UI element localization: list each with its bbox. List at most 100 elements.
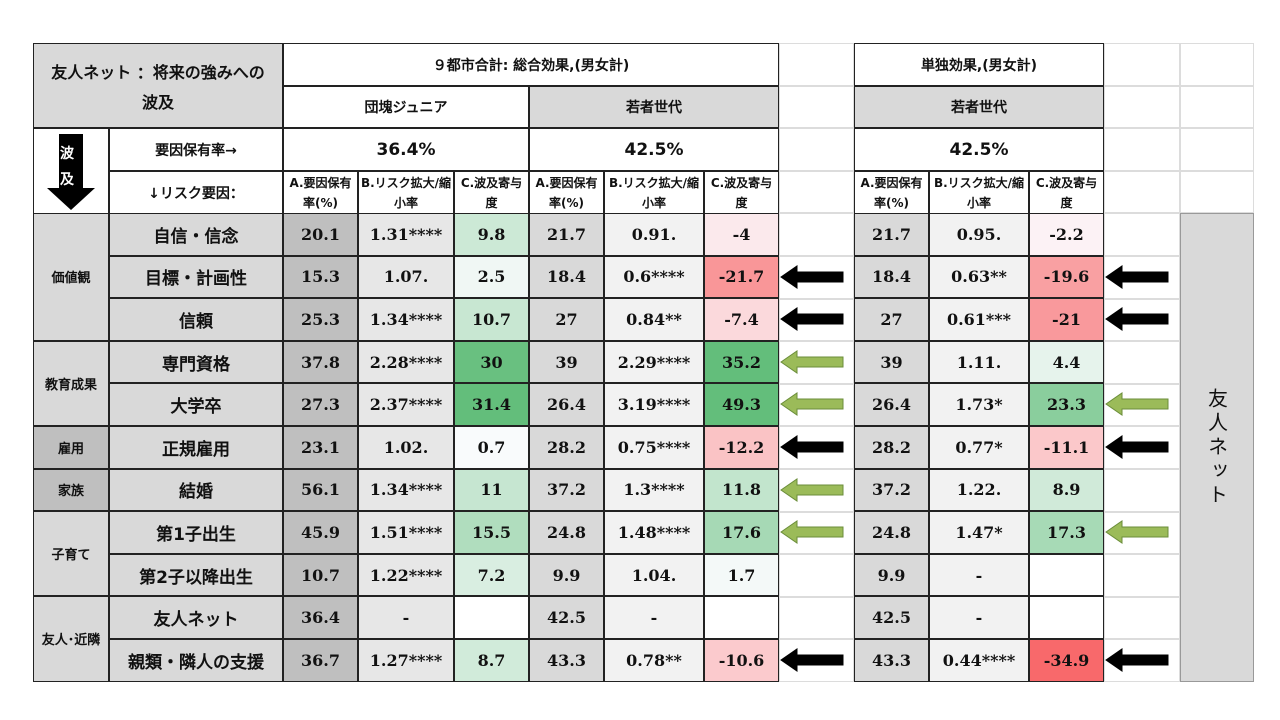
col-header-j-c: C.波及寄与度: [454, 171, 529, 214]
cell-j_a: 15.3: [283, 255, 358, 299]
cell-s_a: 9.9: [854, 553, 929, 597]
cell-s_c: -2.2: [1029, 213, 1104, 256]
cell-j_b: 1.07.: [358, 255, 454, 299]
young-header: 若者世代: [529, 86, 779, 128]
cell-y_b: 0.75****: [604, 426, 704, 469]
cell-j_b: 1.34****: [358, 298, 454, 341]
group-label-text: 教育成果: [44, 377, 97, 393]
cell-y_c: -12.2: [704, 426, 779, 469]
junior-rate: 36.4%: [283, 128, 529, 171]
right-vertical-label: 友人ネット: [1180, 213, 1254, 682]
factor-name: 正規雇用: [109, 426, 283, 469]
cell-y_b: 1.3****: [604, 468, 704, 512]
grid-cell: [779, 554, 854, 597]
grid-cell: [1180, 85, 1254, 129]
col-header-text-y-b: B.リスク拡大/縮小率: [608, 175, 700, 210]
cell-j_b: 2.37****: [358, 383, 454, 426]
cell-s_b: 1.11.: [929, 340, 1029, 384]
left-arrow-icon-black: [1105, 648, 1169, 672]
grid-cell: [1104, 213, 1180, 256]
col-header-text-y-c: C.波及寄与度: [710, 175, 773, 210]
cell-s_a: 37.2: [854, 468, 929, 512]
cell-j_a: 36.7: [283, 639, 358, 682]
left-arrow-icon-green: [780, 477, 844, 502]
cell-s_a: 24.8: [854, 511, 929, 554]
cell-j_a: 45.9: [283, 511, 358, 554]
cell-j_b: 1.51****: [358, 511, 454, 554]
group-label-text: 友人･近隣: [41, 633, 101, 649]
factor-name: 友人ネット: [109, 596, 283, 639]
cell-s_b: 0.63**: [929, 255, 1029, 299]
group-label-text: 家族: [57, 484, 84, 500]
cell-j_c: 8.7: [454, 639, 529, 682]
title-text: 友人ネット ：将来の強みへの波及: [51, 63, 265, 112]
cell-y_b: 1.48****: [604, 511, 704, 554]
col-header-y-c: C.波及寄与度: [704, 171, 779, 214]
grid-cell: [779, 85, 854, 129]
cell-j_a: 10.7: [283, 553, 358, 597]
cell-y_a: 43.3: [529, 639, 604, 682]
cell-j_c: [454, 596, 529, 639]
cell-j_c: 7.2: [454, 553, 529, 597]
factor-name: 自信・信念: [109, 213, 283, 256]
young-single-rate: 42.5%: [854, 128, 1104, 171]
col-header-text-s-c: C.波及寄与度: [1035, 175, 1098, 210]
grid-cell: [779, 426, 854, 469]
propagation-char-2: 及: [60, 172, 74, 188]
cell-s_b: 0.61***: [929, 298, 1029, 341]
left-arrow-icon-green: [780, 349, 844, 374]
cell-s_c: -21: [1029, 298, 1104, 341]
junior-header: 団塊ジュニア: [283, 86, 529, 128]
total-effect-header: ９都市合計: 総合効果,(男女計): [283, 43, 779, 86]
cell-s_a: 42.5: [854, 596, 929, 639]
cell-s_c: 23.3: [1029, 383, 1104, 426]
grid-cell: [1104, 469, 1180, 512]
cell-y_a: 28.2: [529, 426, 604, 469]
col-header-s-a: A.要因保有率(%): [854, 171, 929, 214]
cell-s_c: -11.1: [1029, 426, 1104, 469]
cell-j_b: 1.02.: [358, 426, 454, 469]
factor-name: 専門資格: [109, 340, 283, 384]
cell-j_a: 27.3: [283, 383, 358, 426]
col-header-y-a: A.要因保有率(%): [529, 171, 604, 214]
cell-y_a: 26.4: [529, 383, 604, 426]
cell-s_a: 18.4: [854, 255, 929, 299]
grid-cell: [779, 256, 854, 299]
group-label-0: 価値観: [33, 213, 109, 341]
cell-j_b: 1.27****: [358, 639, 454, 682]
grid-cell: [1180, 43, 1254, 86]
grid-cell: [1104, 426, 1180, 469]
cell-y_a: 9.9: [529, 553, 604, 597]
cell-j_a: 25.3: [283, 298, 358, 341]
cell-j_c: 11: [454, 468, 529, 512]
cell-y_a: 39: [529, 340, 604, 384]
group-label-5: 友人･近隣: [33, 596, 109, 682]
left-arrow-icon-green: [780, 520, 844, 545]
grid-cell: [1180, 170, 1254, 214]
cell-y_c: 1.7: [704, 553, 779, 597]
cell-s_a: 27: [854, 298, 929, 341]
factor-name: 大学卒: [109, 383, 283, 426]
cell-s_a: 43.3: [854, 639, 929, 682]
grid-cell: [779, 383, 854, 427]
col-header-text-j-b: B.リスク拡大/縮小率: [360, 175, 452, 210]
grid-cell: [1104, 383, 1180, 427]
col-header-text-j-a: A.要因保有率(%): [289, 175, 352, 210]
cell-s_b: 1.22.: [929, 468, 1029, 512]
factor-name: 結婚: [109, 468, 283, 512]
group-label-1: 教育成果: [33, 340, 109, 426]
cell-j_a: 36.4: [283, 596, 358, 639]
grid-cell: [1104, 341, 1180, 384]
left-arrow-icon-black: [1105, 307, 1169, 332]
cell-j_b: 1.31****: [358, 213, 454, 256]
cell-j_c: 15.5: [454, 511, 529, 554]
cell-y_b: 0.78**: [604, 639, 704, 682]
grid-cell: [1104, 85, 1180, 129]
cell-s_c: -34.9: [1029, 639, 1104, 682]
cell-y_a: 42.5: [529, 596, 604, 639]
cell-j_c: 10.7: [454, 298, 529, 341]
cell-s_a: 21.7: [854, 213, 929, 256]
grid-cell: [779, 213, 854, 256]
cell-s_c: -19.6: [1029, 255, 1104, 299]
col-header-s-c: C.波及寄与度: [1029, 171, 1104, 214]
